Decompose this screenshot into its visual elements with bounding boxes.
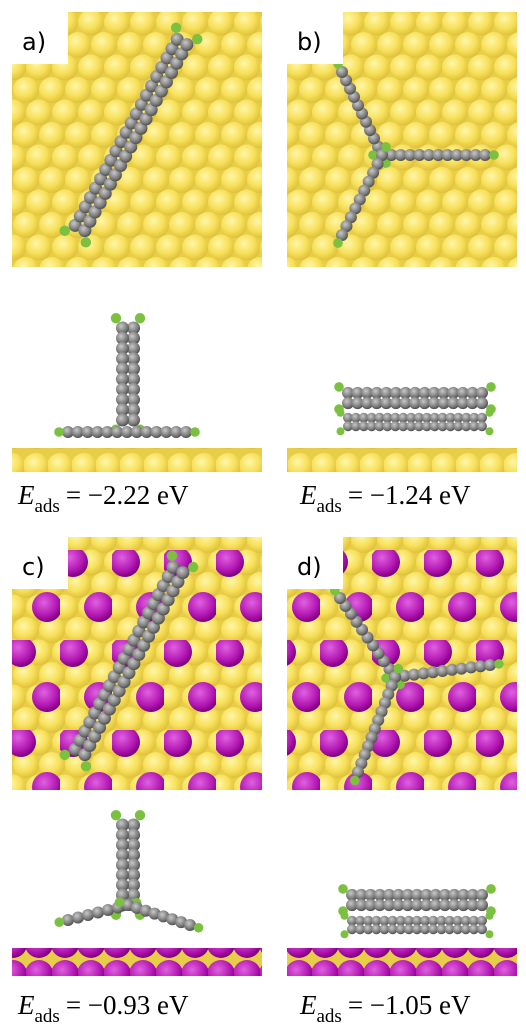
energy-subscript: ads: [35, 496, 60, 517]
atom: [393, 664, 403, 674]
atom: [135, 810, 145, 820]
atom: [494, 659, 504, 669]
atom: [111, 313, 121, 323]
atom: [115, 897, 125, 907]
atom: [135, 313, 145, 323]
atom: [60, 226, 70, 236]
energy-symbol: E: [299, 480, 317, 510]
energy-value: = −1.05 eV: [348, 990, 471, 1020]
atom: [486, 409, 494, 417]
panel-label: d): [297, 553, 322, 581]
energy-value: = −0.93 eV: [66, 990, 189, 1020]
atom: [188, 562, 198, 572]
energy: Eads = −1.05 eV: [299, 990, 471, 1027]
atom: [171, 22, 181, 32]
energy-value: = −1.24 eV: [348, 480, 471, 510]
atom: [486, 382, 496, 392]
atom: [194, 923, 204, 933]
atom: [60, 750, 70, 760]
panel-label: a): [22, 28, 46, 56]
atom: [486, 912, 494, 920]
panel-label: c): [22, 553, 45, 581]
atom: [62, 914, 74, 926]
energy-symbol: E: [17, 480, 35, 510]
atom: [476, 899, 488, 911]
figure: a) b) c) d) Eads = −2.22 eV Eads = −1.24 e…: [0, 0, 526, 1032]
atom: [381, 142, 391, 152]
atom: [338, 884, 348, 894]
atom: [190, 427, 200, 437]
atom: [486, 930, 494, 938]
atom: [477, 924, 487, 934]
atom: [81, 761, 91, 771]
surface-side: [287, 448, 517, 472]
energy-subscript: ads: [317, 496, 342, 517]
atom: [484, 659, 496, 671]
atom: [476, 397, 488, 409]
energy-symbol: E: [299, 990, 317, 1020]
atom: [337, 427, 345, 435]
energy-subscript: ads: [317, 1006, 342, 1027]
atom: [192, 34, 202, 44]
atom: [334, 382, 344, 392]
energy-symbol: E: [17, 990, 35, 1020]
atom: [72, 912, 84, 924]
energy-subscript: ads: [35, 1006, 60, 1027]
atom: [180, 426, 192, 438]
atom: [333, 238, 343, 248]
atom: [486, 884, 496, 894]
atom: [337, 409, 345, 417]
atom: [176, 566, 189, 579]
atom: [489, 150, 499, 160]
atom: [54, 917, 64, 927]
energy: Eads = −2.22 eV: [17, 480, 189, 517]
atom: [350, 776, 360, 786]
energy: Eads = −1.24 eV: [299, 480, 471, 517]
surface-side: [287, 948, 517, 976]
atom: [167, 551, 177, 561]
atom: [54, 427, 64, 437]
atom: [341, 912, 349, 920]
atom: [486, 427, 494, 435]
atom: [111, 810, 121, 820]
energy: Eads = −0.93 eV: [17, 990, 189, 1027]
atom: [477, 421, 487, 431]
energy-value: = −2.22 eV: [66, 480, 189, 510]
atom: [341, 930, 349, 938]
atom: [116, 414, 129, 427]
surface-side: [12, 948, 262, 976]
atom: [180, 38, 193, 51]
surface-side: [12, 448, 262, 472]
panel-label: b): [297, 28, 322, 56]
atom: [81, 237, 91, 247]
atom: [92, 907, 104, 919]
atom: [102, 904, 114, 916]
atom: [82, 909, 94, 921]
